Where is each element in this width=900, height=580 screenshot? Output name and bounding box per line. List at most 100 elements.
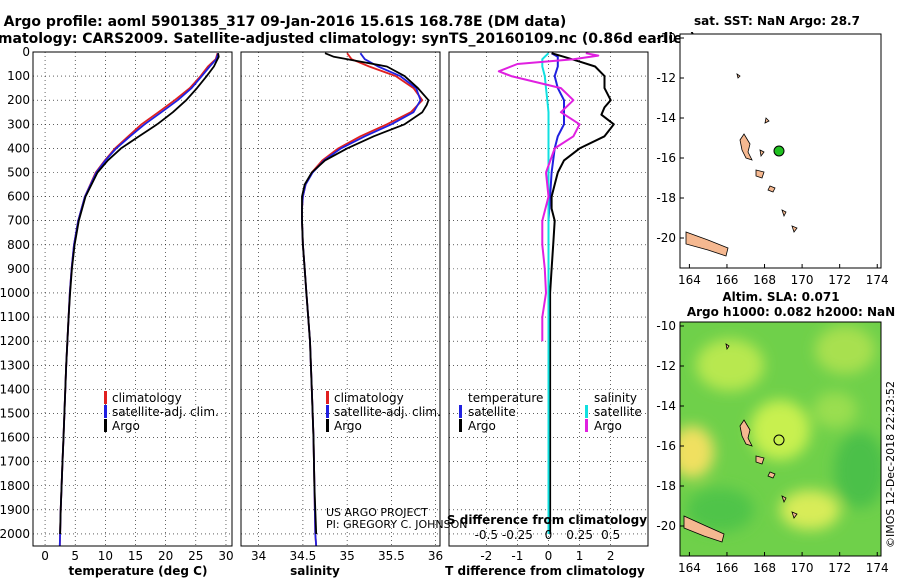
depth-tick-labels: 0 100 200 300 400 500 600 700 800 900 1000 1100 1200… (0, 45, 30, 541)
sst-map-tick-labels: 164 166 168 170 172 174 -10 -12 -14 -16 -18 -20 (656, 31, 888, 287)
temperature-tick-label: 25 (188, 549, 203, 563)
sla-high-patch (680, 426, 714, 478)
depth-tick-label: 1700 (0, 455, 30, 469)
depth-tick-label: 800 (7, 238, 30, 252)
map-lat-label: -20 (656, 519, 676, 533)
legend-salinity-heading: salinity (594, 391, 637, 405)
sla-map-title-line2: Argo h1000: 0.082 h2000: NaN (687, 305, 895, 319)
legend-label-argo: Argo (334, 419, 362, 433)
depth-tick-label: 1000 (0, 286, 30, 300)
new-caledonia-island (683, 515, 725, 543)
t-difference-tick-label: 1 (576, 549, 584, 563)
map-lon-label: 174 (866, 273, 889, 287)
difference-frame (448, 51, 649, 547)
legend-swatch-t-argo (459, 419, 462, 432)
t-difference-xlabel: T difference from climatology (445, 564, 645, 578)
map-lon-label: 170 (791, 561, 814, 575)
small-island (781, 209, 787, 218)
sst-map-frame (679, 33, 882, 269)
map-lat-label: -16 (656, 151, 676, 165)
temperature-tick-label: 10 (98, 549, 113, 563)
sla-map-frame (679, 321, 882, 557)
temperature-legend: climatology satellite-adj. clim. Argo (104, 391, 219, 433)
temperature-tick-label: 5 (71, 549, 79, 563)
credit-line2: PI: GREGORY C. JOHNSON (326, 518, 467, 531)
salinity-xlabel: salinity (290, 564, 340, 578)
legend-swatch-climatology (104, 391, 107, 404)
s-difference-satellite-line (541, 52, 550, 534)
sla-patch (780, 490, 840, 530)
small-island (791, 511, 798, 519)
temperature-panel: 0100200300400500600700800900100011001200… (0, 45, 234, 578)
map-lon-label: 170 (791, 273, 814, 287)
sla-patch (686, 488, 754, 532)
new-caledonia-island (685, 231, 729, 257)
difference-legend-salinity: salinity satellite Argo (585, 391, 642, 433)
figure-title-line1: Argo profile: aoml 5901385_317 09-Jan-20… (4, 14, 567, 30)
depth-tick-label: 200 (7, 93, 30, 107)
salinity-argo-line (301, 52, 430, 535)
temperature-tick-label: 30 (218, 549, 233, 563)
sst-map-title: sat. SST: NaN Argo: 28.7 (694, 14, 860, 28)
sla-patch (834, 432, 881, 508)
depth-tick-label: 500 (7, 165, 30, 179)
temperature-tick-labels: 0 5 10 15 20 25 30 (41, 549, 233, 563)
sst-map-panel: sat. SST: NaN Argo: 28.7 164 166 168 170 172… (656, 14, 888, 287)
map-lat-label: -20 (656, 231, 676, 245)
map-lon-label: 166 (716, 561, 739, 575)
depth-tick-label: 300 (7, 117, 30, 131)
difference-panel: -0.5 -0.25 0 0.25 0.5 -2 -1 0 1 2 S difference f… (445, 51, 649, 578)
difference-legend-temperature: temperature satellite Argo (459, 391, 543, 433)
depth-tick-label: 0 (22, 45, 30, 59)
figure-title-line2: Climatology: CARS2009. Satellite-adjuste… (0, 31, 696, 47)
small-island (781, 495, 787, 504)
legend-label-s-argo: Argo (594, 419, 622, 433)
map-lat-label: -18 (656, 191, 676, 205)
small-island (759, 149, 765, 157)
temperature-argo-line (59, 53, 220, 535)
legend-label-t-satellite: satellite (468, 405, 516, 419)
map-lat-label: -16 (656, 439, 676, 453)
legend-swatch-s-satellite (585, 405, 588, 418)
depth-tick-label: 2000 (0, 527, 30, 541)
salinity-legend: climatology satellite-adj. clim. Argo (326, 391, 441, 433)
legend-swatch-argo (104, 419, 107, 432)
efate-island (755, 169, 765, 179)
small-island (736, 73, 741, 79)
difference-lines (497, 52, 615, 534)
legend-swatch-s-argo (585, 419, 588, 432)
legend-label-satellite: satellite-adj. clim. (112, 405, 219, 419)
salinity-lines (301, 52, 430, 546)
depth-tick-label: 1500 (0, 406, 30, 420)
legend-temperature-heading: temperature (468, 391, 543, 405)
depth-tick-label: 1200 (0, 334, 30, 348)
salinity-panel: 34 34.5 35 35.5 36 salinity climatology sate… (240, 51, 467, 578)
legend-swatch-satellite (326, 405, 329, 418)
s-difference-tick-label: -0.5 (475, 528, 498, 542)
map-lon-label: 168 (753, 561, 776, 575)
tanna-island (767, 471, 776, 479)
t-difference-tick-label: 2 (607, 549, 615, 563)
salinity-tick-label: 36 (428, 549, 443, 563)
salinity-tick-labels: 34 34.5 35 35.5 36 (251, 549, 443, 563)
salinity-tick-label: 34 (251, 549, 266, 563)
sla-heatmap (680, 322, 881, 556)
map-lat-label: -14 (656, 399, 676, 413)
map-lat-label: -12 (656, 359, 676, 373)
sla-patch (696, 339, 764, 391)
depth-tick-label: 1100 (0, 310, 30, 324)
map-lat-label: -18 (656, 479, 676, 493)
s-difference-argo-line (497, 52, 600, 342)
sst-map-land (685, 73, 798, 257)
temperature-tick-label: 0 (41, 549, 49, 563)
legend-swatch-t-satellite (459, 405, 462, 418)
legend-swatch-satellite (104, 405, 107, 418)
temperature-xlabel: temperature (deg C) (69, 564, 208, 578)
t-difference-tick-label: 0 (545, 549, 553, 563)
legend-label-climatology: climatology (334, 391, 404, 405)
s-difference-tick-label: 0 (545, 528, 553, 542)
map-lon-label: 168 (753, 273, 776, 287)
sla-map-title-line1: Altim. SLA: 0.071 (722, 290, 839, 304)
salinity-tick-label: 35 (339, 549, 354, 563)
map-lon-label: 164 (678, 561, 701, 575)
